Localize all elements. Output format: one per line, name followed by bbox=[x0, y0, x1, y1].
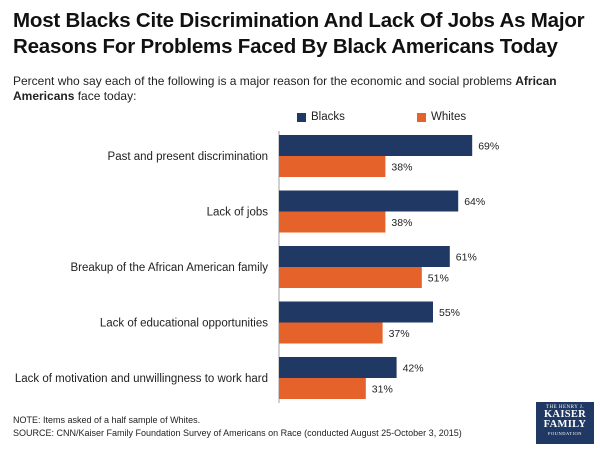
data-label-whites: 51% bbox=[428, 273, 449, 285]
bar-whites bbox=[279, 322, 383, 344]
bar-blacks bbox=[279, 190, 459, 212]
logo-line-2: KAISER bbox=[543, 409, 587, 420]
logo-line-3: FAMILY bbox=[543, 419, 587, 430]
legend-label-blacks: Blacks bbox=[311, 111, 345, 123]
subtitle-bold: African Americans bbox=[13, 74, 557, 103]
data-label-blacks: 64% bbox=[464, 196, 485, 208]
chart-title: Most Blacks Cite Discrimination And Lack… bbox=[13, 9, 585, 58]
bar-whites bbox=[279, 267, 422, 288]
logo-line-4: FOUNDATION bbox=[548, 431, 582, 436]
bar-blacks bbox=[279, 357, 397, 378]
legend-swatch-whites bbox=[417, 112, 426, 122]
category-label: Lack of motivation and unwillingness to … bbox=[15, 373, 268, 385]
legend-label-whites: Whites bbox=[431, 111, 467, 123]
logo-line-1: THE HENRY J. bbox=[545, 405, 585, 410]
data-label-whites: 37% bbox=[389, 328, 410, 340]
category-label: Lack of educational opportunities bbox=[100, 318, 268, 330]
data-label-whites: 31% bbox=[372, 384, 393, 396]
source-note: SOURCE: CNN/Kaiser Family Foundation Sur… bbox=[13, 428, 462, 438]
bar-whites bbox=[279, 378, 366, 399]
category-label: Past and present discrimination bbox=[108, 151, 268, 163]
subtitle-prefix: Percent who say each of the following is… bbox=[13, 74, 516, 88]
data-label-blacks: 55% bbox=[439, 307, 460, 319]
data-label-blacks: 42% bbox=[403, 363, 424, 375]
category-label: Breakup of the African American family bbox=[70, 262, 268, 274]
kff-logo: THE HENRY J. KAISER FAMILY FOUNDATION bbox=[536, 402, 594, 444]
footnote: NOTE: Items asked of a half sample of Wh… bbox=[13, 415, 201, 425]
legend-item-whites: Whites bbox=[417, 110, 466, 124]
legend-item-blacks: Blacks bbox=[297, 110, 345, 124]
subtitle-suffix: face today: bbox=[74, 89, 137, 103]
bar-blacks bbox=[279, 135, 473, 156]
data-label-blacks: 69% bbox=[478, 141, 499, 153]
bar-whites bbox=[279, 156, 386, 177]
data-label-whites: 38% bbox=[391, 162, 412, 174]
data-label-whites: 38% bbox=[391, 217, 412, 229]
legend-swatch-blacks bbox=[297, 112, 306, 122]
bar-whites bbox=[279, 211, 386, 233]
chart-subtitle: Percent who say each of the following is… bbox=[13, 74, 588, 104]
category-label: Lack of jobs bbox=[207, 207, 269, 219]
bar-blacks bbox=[279, 301, 433, 323]
bar-blacks bbox=[279, 246, 450, 267]
data-label-blacks: 61% bbox=[456, 252, 477, 264]
